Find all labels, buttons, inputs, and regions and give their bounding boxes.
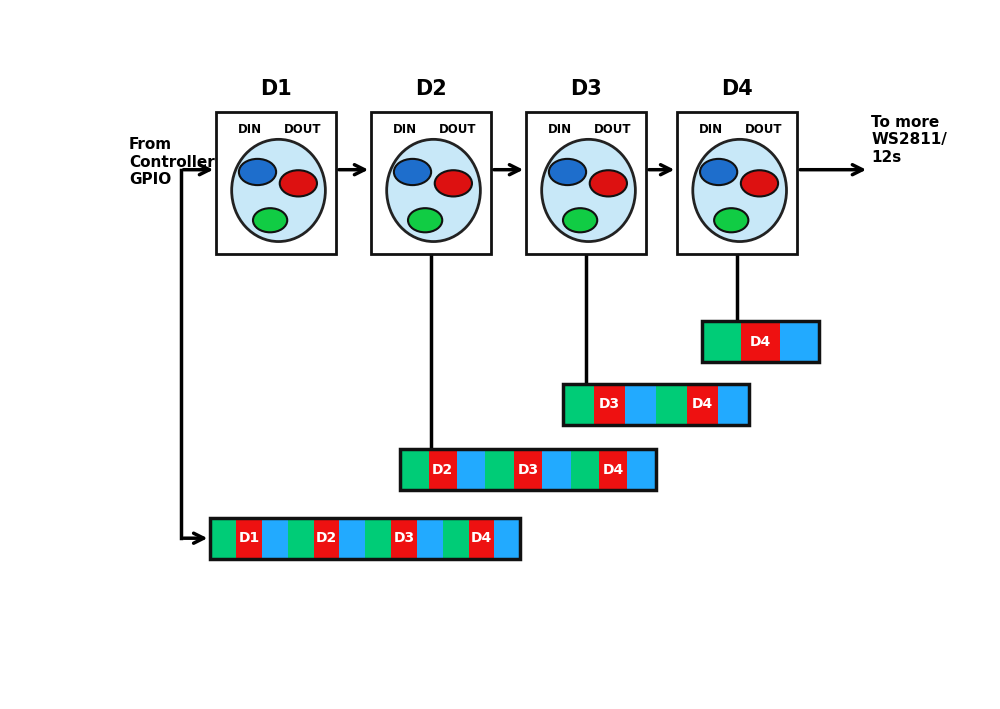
Bar	[210, 518, 236, 559]
Bar	[391, 518, 417, 559]
Circle shape	[549, 159, 586, 185]
Bar	[594, 384, 625, 425]
Circle shape	[700, 159, 737, 185]
Bar	[485, 450, 514, 491]
Text: DOUT: DOUT	[745, 123, 782, 136]
Text: D2: D2	[316, 531, 337, 545]
Text: D4: D4	[471, 531, 492, 545]
Bar	[563, 384, 594, 425]
Circle shape	[714, 208, 748, 233]
Bar	[687, 384, 718, 425]
Bar	[262, 518, 288, 559]
Circle shape	[590, 170, 627, 196]
Bar	[627, 450, 656, 491]
Circle shape	[741, 170, 778, 196]
Circle shape	[394, 159, 431, 185]
Text: D1: D1	[238, 531, 260, 545]
Bar	[236, 518, 262, 559]
Text: D4: D4	[721, 79, 753, 99]
Text: D4: D4	[603, 463, 624, 477]
Bar	[542, 450, 571, 491]
Bar	[526, 113, 646, 255]
Bar	[514, 450, 542, 491]
Bar	[400, 450, 656, 491]
Circle shape	[239, 159, 276, 185]
Text: D3: D3	[570, 79, 602, 99]
Text: D3: D3	[599, 398, 620, 411]
Text: D3: D3	[393, 531, 415, 545]
Ellipse shape	[387, 140, 480, 242]
Ellipse shape	[232, 140, 325, 242]
Bar	[400, 450, 429, 491]
Text: D2: D2	[415, 79, 447, 99]
Bar	[599, 450, 627, 491]
Text: DIN: DIN	[699, 123, 723, 136]
Bar	[677, 113, 797, 255]
Bar	[494, 518, 520, 559]
Text: From
Controller
GPIO: From Controller GPIO	[129, 137, 215, 187]
Text: DIN: DIN	[238, 123, 262, 136]
Bar	[417, 518, 443, 559]
Bar	[314, 518, 339, 559]
Bar	[741, 321, 780, 362]
Bar	[718, 384, 749, 425]
Circle shape	[435, 170, 472, 196]
Bar	[563, 384, 749, 425]
Text: D1: D1	[260, 79, 292, 99]
Circle shape	[563, 208, 597, 233]
Bar	[210, 518, 520, 559]
Bar	[443, 518, 469, 559]
Text: D4: D4	[692, 398, 713, 411]
Bar	[288, 518, 314, 559]
Bar	[429, 450, 457, 491]
Bar	[457, 450, 485, 491]
Bar	[339, 518, 365, 559]
Bar	[780, 321, 819, 362]
Text: DIN: DIN	[548, 123, 572, 136]
Bar	[216, 113, 336, 255]
Text: DOUT: DOUT	[284, 123, 321, 136]
Ellipse shape	[542, 140, 635, 242]
Circle shape	[408, 208, 442, 233]
Text: To more
WS2811/
12s: To more WS2811/ 12s	[871, 115, 947, 164]
Bar	[702, 321, 819, 362]
Bar	[371, 113, 491, 255]
Circle shape	[253, 208, 287, 233]
Bar	[571, 450, 599, 491]
Bar	[365, 518, 391, 559]
Text: D2: D2	[432, 463, 453, 477]
Text: D3: D3	[517, 463, 539, 477]
Bar	[625, 384, 656, 425]
Text: DOUT: DOUT	[439, 123, 476, 136]
Bar	[469, 518, 494, 559]
Bar	[702, 321, 741, 362]
Text: DIN: DIN	[393, 123, 417, 136]
Text: D4: D4	[750, 335, 771, 349]
Ellipse shape	[693, 140, 787, 242]
Circle shape	[280, 170, 317, 196]
Bar	[656, 384, 687, 425]
Text: DOUT: DOUT	[594, 123, 631, 136]
